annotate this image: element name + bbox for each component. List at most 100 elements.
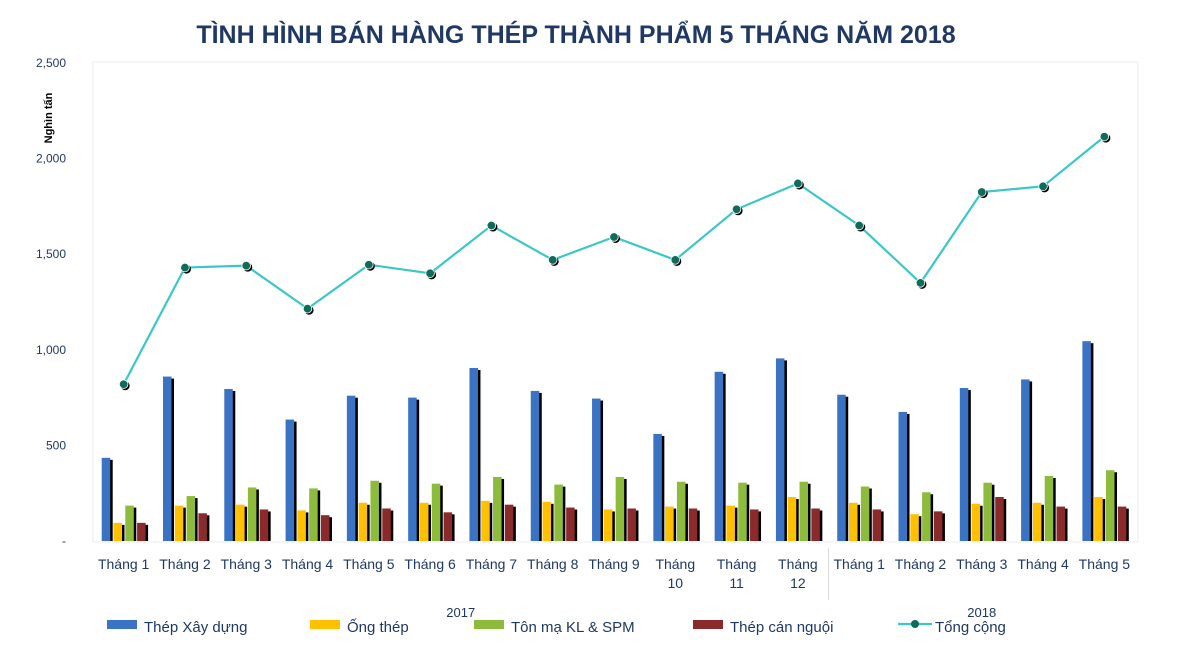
bar xyxy=(615,476,625,541)
bar xyxy=(676,481,686,541)
bar xyxy=(860,486,870,541)
legend-label: Tổng cộng xyxy=(935,619,1006,636)
chart-title: TÌNH HÌNH BÁN HÀNG THÉP THÀNH PHẨM 5 THÁ… xyxy=(196,20,955,49)
bar xyxy=(382,508,391,541)
year-group-label: 2018 xyxy=(967,605,996,620)
bar xyxy=(738,482,747,541)
bar xyxy=(665,506,674,541)
legend-label: Ống thép xyxy=(347,618,409,636)
bar xyxy=(775,358,785,541)
x-tick-label: Tháng 8 xyxy=(527,556,579,572)
bar xyxy=(137,522,146,541)
x-tick-label: Tháng 12 xyxy=(778,556,818,591)
line-point xyxy=(302,303,313,314)
bar xyxy=(1117,506,1127,541)
line-point xyxy=(1038,181,1048,192)
bar xyxy=(431,483,441,541)
y-tick-label: 2,500 xyxy=(36,56,66,70)
bar xyxy=(346,395,356,541)
bar xyxy=(247,487,257,541)
line-point xyxy=(548,255,558,265)
bar xyxy=(481,500,490,541)
bar xyxy=(358,502,368,541)
bar xyxy=(285,419,295,541)
line-point xyxy=(180,262,190,273)
line-point xyxy=(241,260,251,271)
line-point xyxy=(486,220,497,231)
bar xyxy=(688,508,698,541)
bar xyxy=(872,509,882,541)
bar xyxy=(933,511,943,541)
y-tick-label: 1,500 xyxy=(36,247,66,261)
bar xyxy=(469,367,478,541)
line-point xyxy=(977,187,987,197)
y-tick-label: 500 xyxy=(46,438,66,452)
bar xyxy=(530,390,540,541)
legend-label: Tôn mạ KL & SPM xyxy=(511,619,635,636)
bar xyxy=(542,501,552,541)
bar xyxy=(259,509,269,541)
bar xyxy=(1044,475,1054,541)
y-axis-label: Nghìn tấn xyxy=(43,92,55,143)
bar xyxy=(224,388,233,541)
legend-label: Thép Xây dựng xyxy=(144,619,247,636)
plot-area xyxy=(92,61,1139,543)
x-tick-label: Tháng 1 xyxy=(98,556,150,572)
x-tick-label: Tháng 2 xyxy=(159,556,211,572)
year-group-label: 2017 xyxy=(446,605,475,620)
x-tick-label: Tháng 6 xyxy=(404,556,456,572)
bar xyxy=(297,510,306,541)
bar xyxy=(554,484,563,541)
bar xyxy=(799,481,809,541)
bar xyxy=(320,515,330,541)
x-tick-label: Tháng 3 xyxy=(956,556,1008,572)
bar xyxy=(627,508,636,541)
bar xyxy=(419,502,429,541)
x-tick-label: Tháng 4 xyxy=(282,556,334,572)
bar xyxy=(174,505,184,541)
line-point xyxy=(364,260,374,270)
bar xyxy=(198,513,207,541)
bar xyxy=(971,503,981,541)
legend-swatch xyxy=(693,620,723,629)
bar xyxy=(493,476,502,541)
bar xyxy=(101,457,111,541)
line-point xyxy=(1099,131,1110,142)
bar xyxy=(959,388,969,541)
x-tick-label: Tháng 10 xyxy=(655,556,695,591)
bar xyxy=(714,371,724,541)
bar xyxy=(898,411,908,541)
x-tick-label: Tháng 2 xyxy=(895,556,947,572)
bar xyxy=(370,480,379,541)
bar xyxy=(186,496,196,541)
bar xyxy=(113,522,122,541)
y-tick-label: 1,000 xyxy=(36,343,66,357)
bar xyxy=(849,502,858,541)
bar xyxy=(309,488,318,541)
x-tick-label: Tháng 5 xyxy=(1079,556,1131,572)
x-tick-label: Tháng 9 xyxy=(588,556,640,572)
y-tick-label: - xyxy=(62,534,66,548)
x-tick-label: Tháng 7 xyxy=(466,556,518,572)
bar xyxy=(837,394,846,541)
bar xyxy=(922,492,931,541)
bar xyxy=(750,509,759,541)
bar xyxy=(910,514,919,541)
x-tick-label: Tháng 1 xyxy=(833,556,885,572)
line-point xyxy=(731,204,742,214)
bar xyxy=(995,497,1004,541)
legend-swatch xyxy=(474,620,504,629)
bar xyxy=(726,505,735,541)
bar xyxy=(162,376,172,541)
bar xyxy=(566,507,575,541)
bar xyxy=(1056,506,1066,541)
bar xyxy=(811,508,820,541)
line-point xyxy=(793,178,803,189)
bar xyxy=(125,505,134,541)
bar xyxy=(443,512,453,541)
line-point xyxy=(854,220,864,231)
y-tick-label: 2,000 xyxy=(36,152,66,166)
bar xyxy=(603,509,613,541)
bar xyxy=(408,397,417,541)
